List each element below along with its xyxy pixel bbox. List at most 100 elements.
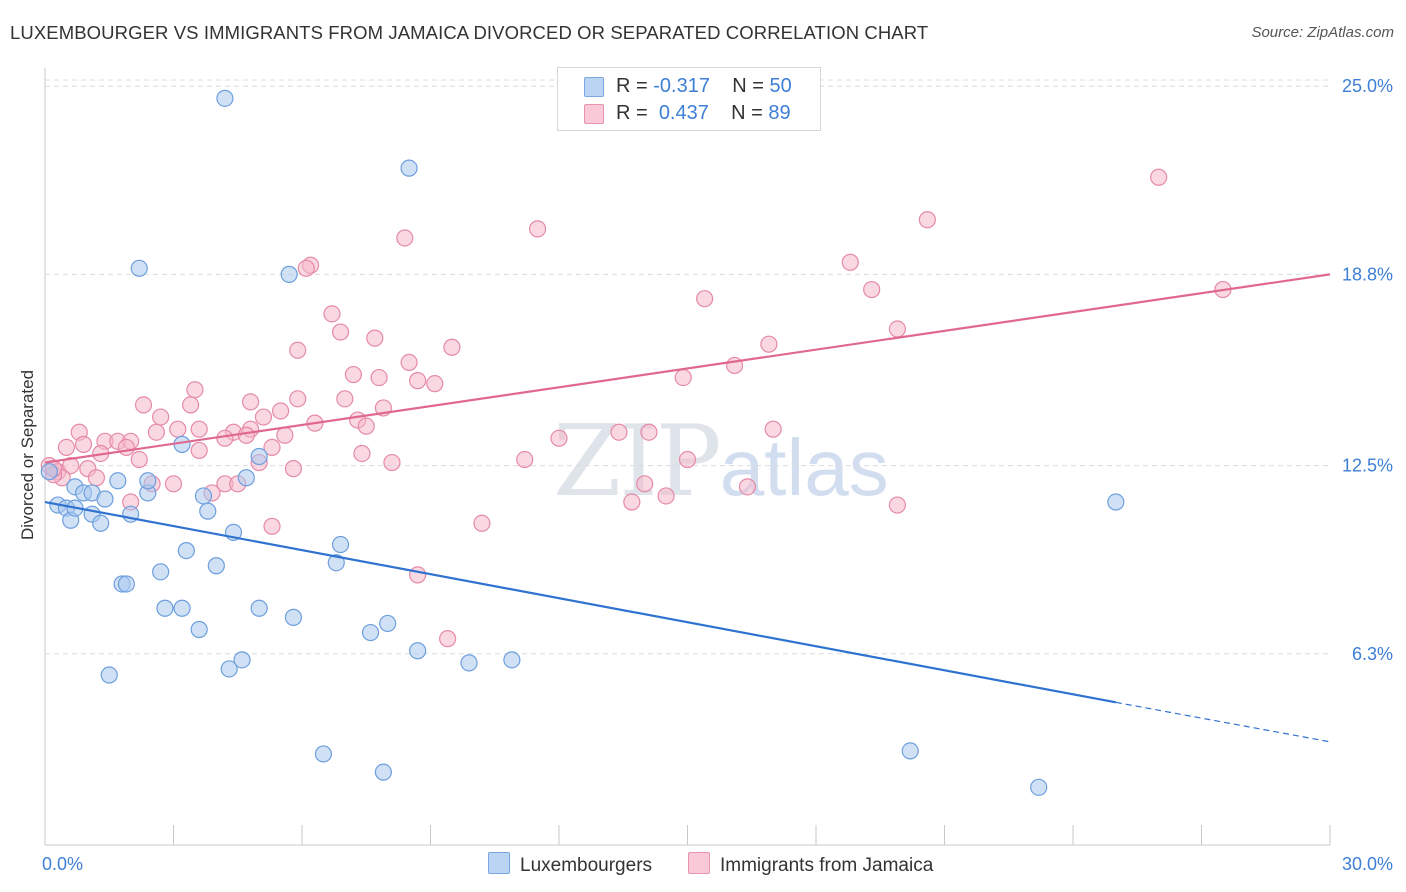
legend-swatch-blue (584, 77, 604, 97)
jamaica-point (443, 338, 461, 356)
correlation-legend: R = -0.317 N = 50 R = 0.437 N = 89 (557, 67, 821, 131)
luxembourger-point (199, 502, 217, 520)
luxembourger-point (1107, 493, 1125, 511)
jamaica-point (147, 423, 165, 441)
jamaica-point (409, 372, 427, 390)
jamaica-point (863, 280, 881, 299)
jamaica-point (528, 220, 547, 238)
jamaica-point (164, 475, 183, 493)
jamaica-point (409, 566, 427, 584)
jamaica-point (263, 438, 281, 456)
r-label: R = (616, 75, 648, 97)
jamaica-point (237, 426, 255, 444)
r-value: 0.437 (658, 102, 709, 124)
jamaica-point (331, 323, 350, 341)
jamaica-point (473, 514, 491, 532)
jamaica-point (182, 396, 200, 414)
luxembourger-point (130, 259, 148, 277)
jamaica-point (62, 457, 80, 475)
n-value: 89 (768, 102, 791, 124)
jamaica-point (289, 390, 307, 408)
jamaica-point (263, 517, 281, 535)
luxembourger-point (139, 472, 157, 490)
jamaica-point (841, 253, 859, 271)
jamaica-point (888, 496, 906, 514)
jamaica-point (216, 429, 234, 447)
jamaica-point (550, 429, 568, 447)
jamaica-point (696, 290, 714, 308)
jamaica-point (357, 417, 375, 435)
jamaica-point (1150, 168, 1168, 186)
luxembourger-point (152, 563, 170, 581)
jamaica-point (344, 365, 362, 384)
luxembourger-point (207, 557, 225, 575)
luxembourger-point (331, 535, 350, 554)
jamaica-point (323, 305, 341, 323)
luxembourger-point (901, 742, 919, 760)
r-value: -0.317 (653, 75, 710, 97)
jamaica-point (516, 450, 534, 469)
x-tick-label: 30.0% (1342, 854, 1393, 874)
jamaica-point (336, 390, 354, 408)
jamaica-point (426, 375, 444, 393)
jamaica-point (169, 420, 187, 438)
luxembourger-point (40, 463, 58, 481)
luxembourger-point (237, 469, 255, 487)
jamaica-point (657, 487, 675, 505)
luxembourger-point (233, 651, 251, 669)
luxembourger-point (361, 623, 380, 642)
jamaica-point (918, 211, 936, 229)
watermark-atlas: atlas (719, 423, 889, 512)
legend-item-luxembourgers[interactable]: Luxembourgers (488, 852, 652, 877)
jamaica-point (888, 320, 906, 338)
luxembourger-point (177, 541, 195, 560)
legend-label: Immigrants from Jamaica (720, 855, 934, 876)
jamaica-point (276, 426, 294, 444)
n-label: N = (731, 102, 763, 124)
luxembourger-point (280, 265, 298, 283)
jamaica-point (152, 408, 170, 426)
series-legend: Luxembourgers Immigrants from Jamaica (0, 852, 1406, 878)
luxembourger-point (173, 599, 191, 617)
legend-swatch-pink (584, 104, 604, 124)
luxembourger-point (109, 472, 127, 490)
jamaica-point (134, 396, 153, 414)
luxembourger-point (327, 554, 345, 572)
jamaica-trend-line (44, 273, 1331, 464)
jamaica-point (610, 423, 628, 441)
legend-row-jamaica: R = 0.437 N = 89 (558, 101, 818, 127)
legend-item-jamaica[interactable]: Immigrants from Jamaica (688, 852, 933, 877)
jamaica-point (640, 423, 658, 441)
luxembourger-point (92, 514, 110, 532)
luxembourger-point (190, 620, 208, 639)
jamaica-point (764, 420, 782, 438)
chart-title: LUXEMBOURGER VS IMMIGRANTS FROM JAMAICA … (10, 22, 929, 43)
luxembourger-point (460, 654, 478, 672)
luxembourger-point (400, 159, 418, 177)
luxembourger-point (250, 599, 268, 617)
jamaica-point (74, 435, 93, 453)
n-label: N = (732, 75, 764, 97)
jamaica-point (738, 478, 757, 496)
jamaica-point (636, 475, 654, 493)
legend-row-luxembourgers: R = -0.317 N = 50 (558, 74, 818, 100)
jamaica-point (186, 381, 204, 399)
jamaica-point (396, 229, 414, 247)
n-value: 50 (769, 75, 792, 97)
source-label: Source: ZipAtlas.com (1251, 24, 1394, 41)
jamaica-point (190, 420, 208, 438)
luxembourger-point (216, 89, 234, 107)
r-label: R = (616, 102, 648, 124)
jamaica-point (366, 329, 384, 347)
jamaica-point (57, 438, 76, 456)
legend-swatch-blue (488, 852, 510, 874)
jamaica-point (760, 335, 778, 353)
jamaica-point (623, 493, 641, 511)
luxembourger-point (409, 642, 427, 660)
jamaica-point (678, 450, 697, 469)
jamaica-point (242, 393, 260, 411)
jamaica-point (254, 408, 273, 426)
luxembourger-point (117, 575, 135, 593)
jamaica-point (190, 441, 208, 460)
